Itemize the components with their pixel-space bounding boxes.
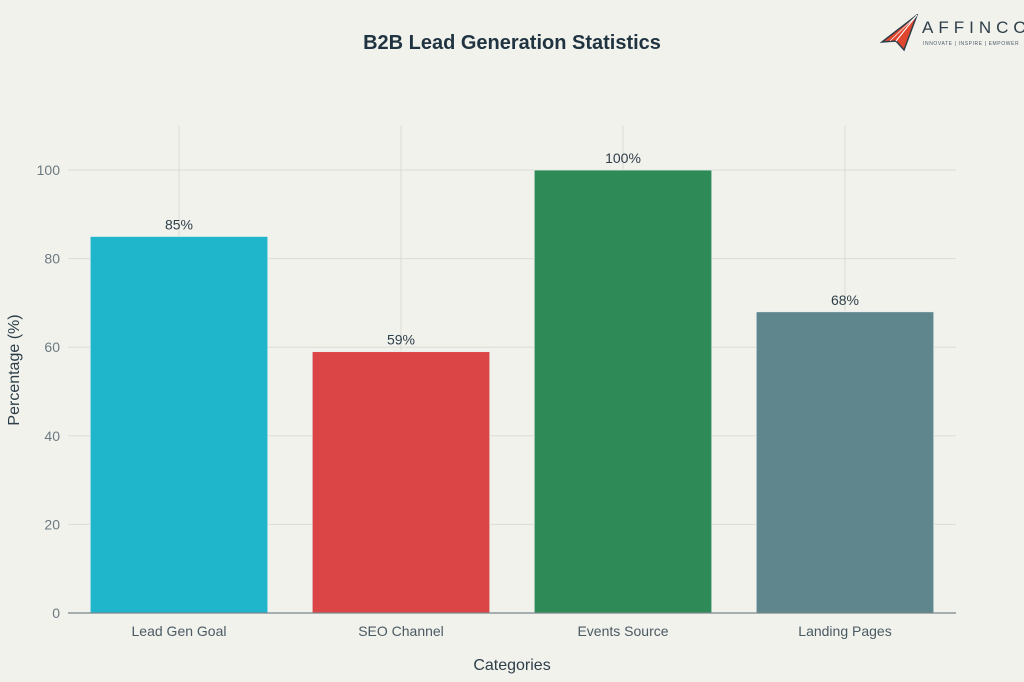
x-tick-label: Events Source (577, 623, 668, 639)
bar-events-source (533, 169, 713, 614)
y-tick-label: 20 (44, 516, 60, 532)
y-axis-label: Percentage (%) (6, 314, 23, 425)
affinco-logo: AFFINCO INNOVATE | INSPIRE | EMPOWER (880, 14, 1024, 54)
x-axis-label: Categories (473, 657, 550, 674)
y-tick-label: 40 (44, 428, 60, 444)
paper-plane-icon (880, 14, 919, 52)
chart-title: B2B Lead Generation Statistics (363, 32, 661, 54)
y-tick-label: 80 (44, 251, 60, 267)
x-tick-label: Landing Pages (798, 623, 891, 639)
bar-lead-gen-goal (89, 236, 269, 614)
data-label: 85% (165, 216, 193, 232)
x-tick-label: Lead Gen Goal (132, 623, 227, 639)
y-tick-label: 0 (52, 605, 60, 621)
data-label: 100% (605, 150, 641, 166)
data-label: 59% (387, 332, 415, 348)
logo-tagline: INNOVATE | INSPIRE | EMPOWER (923, 41, 1020, 47)
y-tick-label: 60 (44, 339, 60, 355)
bar-seo-channel (311, 351, 491, 614)
y-tick-label: 100 (37, 162, 61, 178)
bar-landing-pages (755, 311, 935, 614)
data-label: 68% (831, 292, 859, 308)
logo-name: AFFINCO (922, 18, 1024, 37)
x-tick-label: SEO Channel (358, 623, 444, 639)
